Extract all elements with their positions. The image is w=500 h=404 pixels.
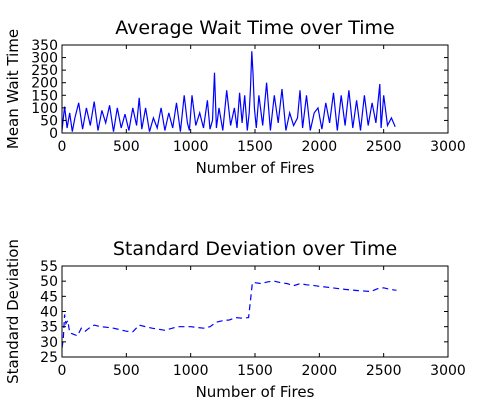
x-tick-label: 0	[58, 363, 67, 379]
y-tick-label: 30	[40, 335, 58, 351]
y-tick-label: 0	[49, 126, 58, 142]
x-tick-label: 0	[58, 139, 67, 155]
series-line	[61, 51, 396, 132]
y-tick-label: 250	[31, 63, 58, 79]
chart-title: Average Wait Time over Time	[115, 17, 395, 39]
x-tick-label: 2000	[302, 139, 338, 155]
y-tick-label: 40	[40, 305, 58, 321]
x-tick-label: 1000	[173, 363, 209, 379]
x-axis-label: Number of Fires	[196, 383, 315, 400]
y-tick-label: 200	[31, 76, 58, 92]
x-axis-label: Number of Fires	[196, 159, 315, 177]
x-tick-label: 3000	[430, 139, 466, 155]
x-tick-label: 3000	[430, 363, 466, 379]
y-tick-label: 150	[31, 88, 58, 104]
y-tick-label: 350	[31, 38, 58, 54]
y-tick-label: 50	[40, 274, 58, 290]
x-tick-label: 2500	[366, 363, 402, 379]
plot-frame	[61, 265, 449, 358]
series-line	[61, 280, 397, 348]
x-tick-label: 2000	[302, 363, 338, 379]
y-tick-label: 100	[31, 101, 58, 117]
x-tick-label: 1500	[237, 139, 273, 155]
chart-title: Standard Deviation over Time	[113, 238, 397, 260]
y-tick-label: 25	[40, 350, 58, 366]
x-tick-label: 1000	[173, 139, 209, 155]
x-tick-label: 2500	[366, 139, 402, 155]
y-tick-label: 300	[31, 51, 58, 67]
x-tick-label: 500	[113, 363, 140, 379]
y-tick-label: 50	[40, 113, 58, 129]
y-tick-label: 35	[40, 320, 58, 336]
x-tick-label: 1500	[237, 363, 273, 379]
y-axis-label: Mean Wait Time	[4, 29, 22, 149]
y-axis-label: Standard Deviation	[4, 239, 22, 384]
y-tick-label: 45	[40, 289, 58, 305]
wait-time-chart: 0 500 1000 1500 2000 2500 30000501001502002503…	[4, 17, 466, 177]
x-tick-label: 500	[113, 139, 140, 155]
y-tick-label: 55	[40, 259, 58, 275]
